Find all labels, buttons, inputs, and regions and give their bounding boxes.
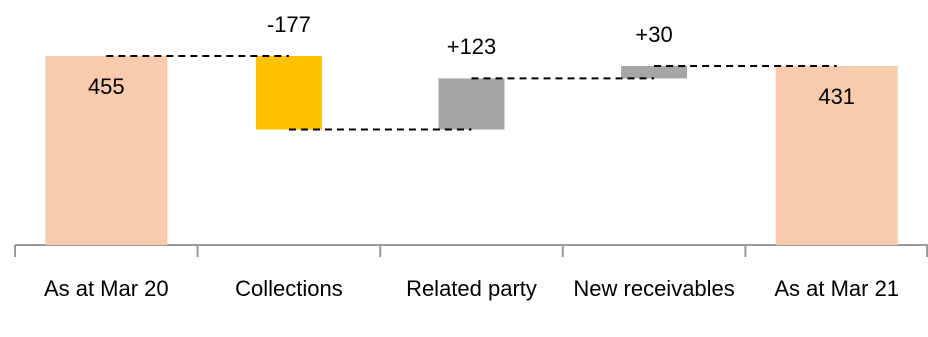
bar: [775, 65, 898, 245]
bar: [621, 65, 688, 79]
x-tick-label: Collections: [235, 276, 343, 301]
bar: [45, 56, 168, 245]
value-label: +30: [635, 22, 672, 47]
bar: [255, 56, 322, 130]
x-tick-label: As at Mar 20: [44, 276, 169, 301]
value-label: 455: [88, 74, 125, 99]
x-tick-label: New receivables: [573, 276, 734, 301]
x-tick-label: Related party: [406, 276, 537, 301]
value-label: -177: [267, 12, 311, 37]
x-tick-label: As at Mar 21: [774, 276, 899, 301]
bar: [438, 78, 505, 130]
value-label: +123: [447, 34, 497, 59]
value-label: 431: [818, 84, 855, 109]
